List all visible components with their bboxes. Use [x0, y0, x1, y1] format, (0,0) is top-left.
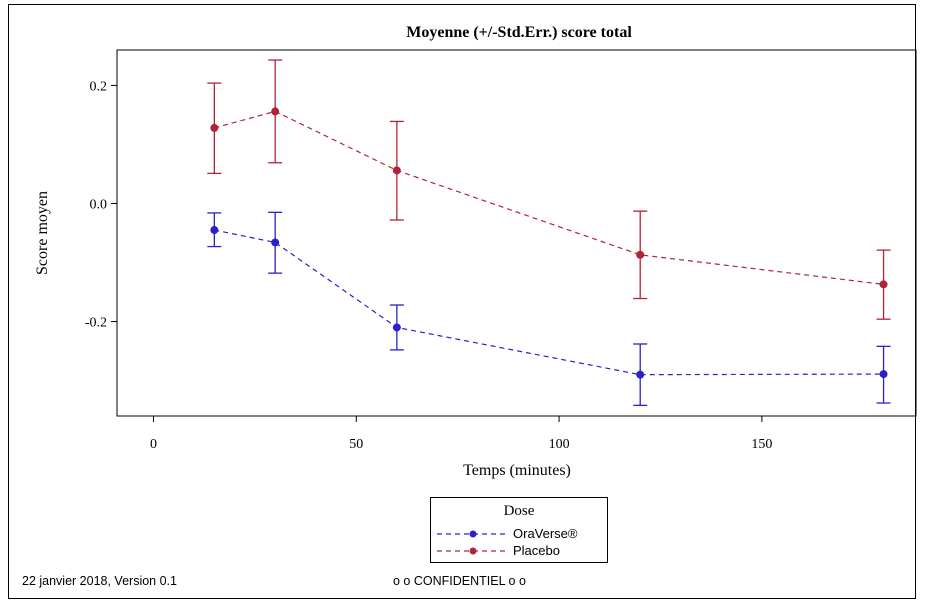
- legend-title: Dose: [503, 503, 535, 519]
- footer-date-version: 22 janvier 2018, Version 0.1: [22, 574, 177, 588]
- x-tick-label: 50: [349, 437, 363, 452]
- y-tick-label: 0.0: [90, 197, 108, 212]
- series-line-placebo: [214, 110, 884, 285]
- y-tick-label: 0.2: [90, 79, 108, 94]
- data-point: [636, 370, 645, 379]
- series-oraverse: [207, 211, 891, 407]
- footer-confidential: o o CONFIDENTIEL o o: [393, 574, 526, 588]
- x-tick-label: 100: [549, 437, 570, 452]
- x-tick-label: 150: [751, 437, 772, 452]
- legend-item-oraverse: OraVerse®: [431, 526, 607, 542]
- legend-label-placebo: Placebo: [513, 543, 560, 558]
- data-point: [636, 250, 645, 259]
- legend-item-placebo: Placebo: [431, 543, 607, 559]
- legend-label-oraverse: OraVerse®: [513, 526, 578, 541]
- plot-area: [116, 49, 917, 417]
- series-group: [207, 59, 891, 407]
- legend-swatch-oraverse: [437, 530, 509, 538]
- legend-swatch-placebo: [437, 547, 509, 555]
- x-axis-label: Temps (minutes): [463, 462, 571, 479]
- chart-title: Moyenne (+/-Std.Err.) score total: [406, 24, 632, 41]
- axes: 0 50 100 150 0.2 0.0 -0.2: [85, 79, 773, 452]
- data-point: [392, 323, 401, 332]
- data-point: [210, 123, 219, 132]
- data-point: [271, 107, 280, 116]
- data-point: [210, 226, 219, 235]
- data-point: [392, 166, 401, 175]
- series-placebo: [207, 59, 891, 320]
- y-axis-label: Score moyen: [34, 191, 51, 275]
- series-line-oraverse: [214, 229, 884, 376]
- y-tick-label: -0.2: [85, 316, 107, 331]
- x-tick-label: 0: [150, 437, 157, 452]
- data-point: [271, 238, 280, 247]
- data-point: [879, 280, 888, 289]
- data-point: [879, 370, 888, 379]
- legend: Dose OraVerse® Placebo: [430, 497, 608, 563]
